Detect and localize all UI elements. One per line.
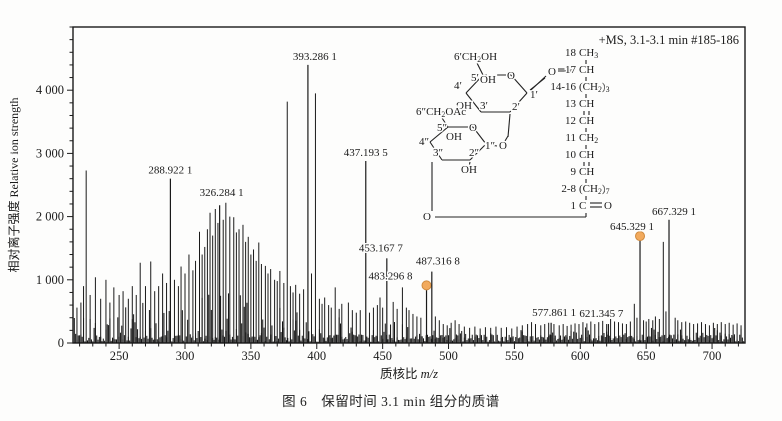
atom-label: O xyxy=(499,140,507,152)
atom-label: 5″ xyxy=(437,122,447,134)
caption-title: 保留时间 3.1 min 组分的质谱 xyxy=(321,394,500,409)
atom-label: O xyxy=(469,122,477,134)
bond xyxy=(507,113,511,138)
atom-label: 5′ xyxy=(471,72,479,84)
mass-spectrum-chart: 250 300 350 400 450 500 550 600 650 700 0 1 000 2 00… xyxy=(6,26,746,381)
peak-label: 453.167 7 xyxy=(359,242,404,254)
atom-label: 4″ xyxy=(419,136,429,148)
chain-group: (CH2)3 xyxy=(579,81,610,94)
x-tick-label: 500 xyxy=(439,349,458,363)
bond xyxy=(465,74,484,94)
chain-group: CH xyxy=(579,98,594,110)
x-axis-label: 质核比 m/z xyxy=(380,367,438,381)
chain-number: 13 xyxy=(565,98,577,110)
peak-label: 326.284 1 xyxy=(200,187,244,199)
peak-label: 667.329 1 xyxy=(652,206,696,218)
atom-label: OH xyxy=(461,164,477,176)
peak-marker-dot xyxy=(635,231,646,242)
chain-number: 14-16 xyxy=(550,81,576,93)
chain-group: CH xyxy=(579,64,594,76)
x-tick-label: 700 xyxy=(703,349,722,363)
bond xyxy=(489,144,498,147)
y-tick-label: 0 xyxy=(58,336,64,350)
chain-number: 1 xyxy=(571,200,577,212)
bond xyxy=(469,143,487,161)
peak-label: 483.296 8 xyxy=(369,270,414,282)
peak-label: 437.193 5 xyxy=(344,147,389,159)
chain-group: CH2 xyxy=(579,132,598,145)
peak-label: 393.286 1 xyxy=(293,51,337,63)
atom-label: 3′ xyxy=(480,100,488,112)
chain-number: 12 xyxy=(565,115,576,127)
chain-group: CH3 xyxy=(579,47,598,60)
chain-number: 11 xyxy=(565,132,576,144)
y-tick-label: 4 000 xyxy=(36,83,64,97)
peak-label: 288.922 1 xyxy=(148,165,192,177)
caption-number: 图 6 xyxy=(282,394,308,409)
peak-label: 577.861 1 xyxy=(532,307,576,319)
atom-label: OH xyxy=(456,100,472,112)
atom-label: O xyxy=(604,200,612,212)
y-tick-label: 1 000 xyxy=(36,273,64,287)
peak-labels: 288.922 1 326.284 1 393.286 1 437.193 5 453.… xyxy=(147,49,698,321)
bond xyxy=(476,62,484,76)
atom-label: 4′ xyxy=(454,80,462,92)
scan-annotation: +MS, 3.1-3.1 min #185-186 xyxy=(599,33,739,47)
bond xyxy=(530,75,547,91)
atom-label: O xyxy=(423,211,431,223)
bond xyxy=(468,161,471,168)
chain-number: 9 xyxy=(571,166,577,178)
bond xyxy=(429,126,449,143)
chain-number: 2-8 xyxy=(561,183,576,195)
x-tick-label: 350 xyxy=(242,349,261,363)
peak-label: 621.345 7 xyxy=(579,308,624,320)
figure-caption: 图 6 保留时间 3.1 min 组分的质谱 xyxy=(0,390,782,410)
atom-label: 6″CH2OAc xyxy=(416,106,466,119)
bond xyxy=(504,135,509,142)
y-tick-label: 2 000 xyxy=(36,210,64,224)
x-tick-label: 550 xyxy=(505,349,524,363)
peak-label: 487.316 8 xyxy=(416,256,461,268)
atom-label: 2′ xyxy=(512,101,520,113)
chain-group: CH xyxy=(579,115,594,127)
atom-label: OH xyxy=(446,131,462,143)
bond xyxy=(472,126,487,145)
bond xyxy=(429,141,443,161)
bond xyxy=(465,92,482,113)
atom-label: OH xyxy=(480,74,496,86)
atom-label: 1′ xyxy=(530,89,538,101)
bond xyxy=(510,74,528,94)
x-tick-label: 300 xyxy=(176,349,195,363)
peaks xyxy=(76,64,742,343)
peak-label: 645.329 1 xyxy=(610,221,654,233)
atom-label: O xyxy=(507,70,515,82)
y-axis-label: 相对离子强度 Relative ion strength xyxy=(6,98,21,273)
chain-group: C xyxy=(579,200,586,212)
y-tick-label: 3 000 xyxy=(36,146,64,160)
peak-marker-dot xyxy=(421,280,432,291)
chain-number: 18 xyxy=(565,47,577,59)
x-tick-label: 600 xyxy=(571,349,590,363)
chain-group: (CH2)7 xyxy=(579,183,610,196)
x-tick-label: 450 xyxy=(373,349,392,363)
chain-number: 10 xyxy=(565,149,577,161)
x-tick-label: 250 xyxy=(110,349,129,363)
atom-label: 1″ xyxy=(485,140,495,152)
atom-label: O xyxy=(548,66,556,78)
chain-number: 17 xyxy=(565,64,577,76)
bond xyxy=(509,92,528,113)
chain-group: CH xyxy=(579,166,594,178)
x-tick-label: 650 xyxy=(637,349,656,363)
atom-label: 6′CH2OH xyxy=(454,51,497,64)
bond xyxy=(441,117,449,128)
chain-group: CH xyxy=(579,149,594,161)
atom-label: 2″ xyxy=(469,147,479,159)
atom-label: 3″ xyxy=(433,147,443,159)
x-tick-label: 400 xyxy=(307,349,326,363)
plot-border xyxy=(72,26,746,344)
